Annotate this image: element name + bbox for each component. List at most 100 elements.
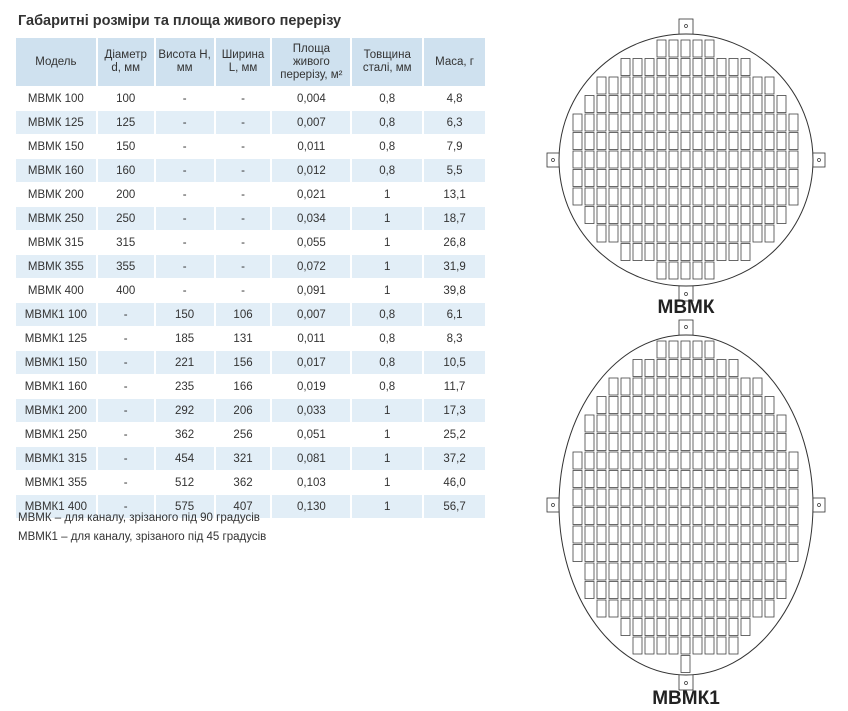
table-cell: 150 [96, 134, 156, 159]
table-cell: - [96, 302, 156, 327]
grille-cell [644, 132, 655, 150]
grille-cell [668, 396, 679, 414]
grille-cell [656, 95, 667, 113]
table-cell: 1 [351, 254, 425, 279]
grille-cell [632, 206, 643, 224]
grille-cell [728, 224, 739, 243]
mount-hole [551, 503, 555, 507]
column-header: Висота H, мм [154, 38, 216, 87]
table-cell: 400 [96, 278, 156, 303]
grille-cell [608, 206, 619, 224]
grille-cell [704, 187, 715, 206]
grille-cell [704, 618, 715, 636]
grille-cell [668, 488, 679, 507]
grille-cell [740, 113, 751, 132]
grille-cell [668, 224, 679, 243]
grille-cell [572, 470, 583, 488]
grille-cell [668, 58, 679, 76]
grille-cell [584, 132, 595, 150]
grille-cell [740, 206, 751, 224]
table-cell: 17,3 [423, 398, 487, 423]
grille-cell [752, 113, 763, 132]
grille-cell [692, 58, 703, 76]
grille-cell [776, 525, 787, 544]
grille-cell [764, 581, 775, 599]
table-cell: - [214, 206, 273, 231]
grille-cell [644, 544, 655, 562]
grille-cell [656, 470, 667, 488]
grille-cell [692, 169, 703, 187]
grille-cell [644, 396, 655, 414]
grille-cell [668, 359, 679, 377]
table-cell: - [214, 182, 273, 207]
grille-cell [584, 581, 595, 599]
grille-cell [704, 169, 715, 187]
table-cell: 256 [214, 422, 273, 447]
table-cell: 0,091 [271, 278, 353, 303]
table-cell: 315 [96, 230, 156, 255]
table-cell: 0,033 [271, 398, 353, 423]
grille-cell [668, 261, 679, 280]
grille-cell [644, 187, 655, 206]
grille-cell [692, 132, 703, 150]
table-cell: МВМК1 315 [16, 446, 98, 471]
grille-cell [752, 377, 763, 396]
table-header: Модель Діаметр d, мм Висота H, мм Ширина L,… [16, 38, 487, 87]
table-cell: МВМК1 250 [16, 422, 98, 447]
table-cell: 18,7 [423, 206, 487, 231]
grille-cell [704, 76, 715, 95]
table-cell: 1 [351, 230, 425, 255]
grille-cell [680, 95, 691, 113]
grille-cell [608, 507, 619, 525]
grille-cell [668, 470, 679, 488]
grille-cell [668, 599, 679, 618]
grille-cell [728, 618, 739, 636]
table-row: МВМК 400 400- -0,091 1 39,8 [16, 278, 487, 303]
grille-cell [620, 470, 631, 488]
grille-cell [728, 599, 739, 618]
grille-cell [620, 562, 631, 581]
grille-cell [680, 433, 691, 451]
grille-cell [656, 39, 667, 58]
grille-cell [716, 433, 727, 451]
table-cell: 5,5 [423, 158, 487, 183]
grille-cell [644, 599, 655, 618]
grille-cell [752, 470, 763, 488]
table-cell: 11,7 [423, 374, 487, 399]
table-cell: 0,8 [351, 134, 425, 159]
table-cell: 0,8 [351, 302, 425, 327]
grille-cell [572, 451, 583, 470]
table-cell: 0,011 [271, 326, 353, 351]
table-cell: 4,8 [423, 86, 487, 111]
table-row: МВМК1 250-362 256 0,051 1 25,2 [16, 422, 487, 447]
round-grille-label: МВМК [657, 297, 715, 318]
grille-cell [656, 618, 667, 636]
grille-cell [632, 562, 643, 581]
grille-cell [716, 470, 727, 488]
grille-cell [608, 95, 619, 113]
grille-cell [596, 132, 607, 150]
grille-cell [596, 150, 607, 169]
grille-cell [704, 113, 715, 132]
grille-cell [572, 507, 583, 525]
grille-cell [632, 581, 643, 599]
grille-cell [764, 544, 775, 562]
grille-cell [668, 150, 679, 169]
grille-cell [704, 39, 715, 58]
grille-cell [716, 562, 727, 581]
grille-cell [752, 544, 763, 562]
grille-cell [716, 132, 727, 150]
table-cell: - [96, 422, 156, 447]
table-cell: - [96, 398, 156, 423]
grille-cell [584, 544, 595, 562]
table-cell: 200 [96, 182, 156, 207]
grille-cell [692, 581, 703, 599]
grille-cell [644, 414, 655, 433]
grille-cell [704, 359, 715, 377]
grille-cell [704, 507, 715, 525]
grille-cell [596, 470, 607, 488]
table-cell: МВМК1 160 [16, 374, 98, 399]
table-cell: - [214, 86, 273, 111]
table-cell: МВМК 100 [16, 86, 98, 111]
table-cell: 0,8 [351, 110, 425, 135]
